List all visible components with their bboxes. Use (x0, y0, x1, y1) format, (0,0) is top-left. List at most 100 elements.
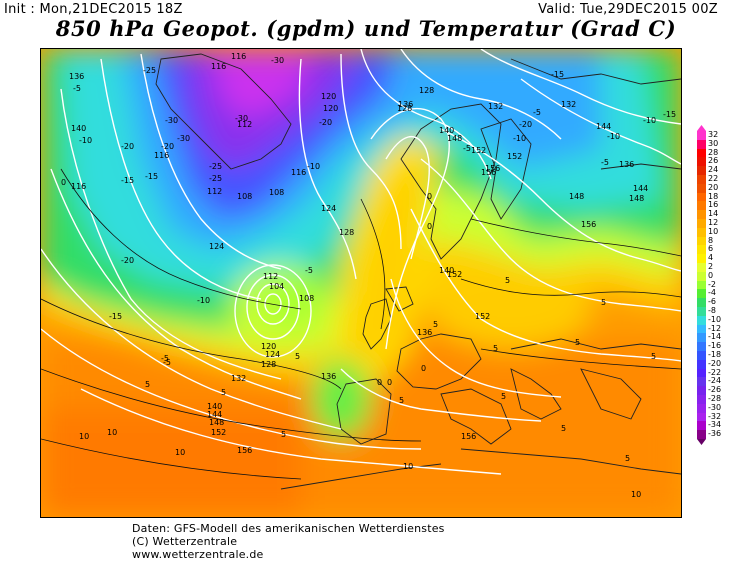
temperature-label: -15 (663, 110, 676, 119)
temperature-label: -10 (513, 134, 526, 143)
scale-color-step (697, 289, 706, 299)
temperature-label: 5 (505, 276, 510, 285)
temperature-label: 10 (107, 428, 117, 437)
temperature-label: -20 (319, 118, 332, 127)
scale-label: 20 (708, 182, 719, 192)
temperature-label: 5 (221, 388, 226, 397)
scale-label: 12 (708, 218, 719, 227)
scale-color-step (697, 307, 706, 316)
scale-color-step (697, 236, 706, 246)
geopotential-label-group: 136 116 120 112 128 108 116 112 108 104 … (69, 52, 648, 455)
scale-label: -26 (708, 385, 722, 395)
geopotential-label: 108 (299, 294, 314, 303)
geopotential-label: 116 (211, 62, 226, 71)
geopotential-label: 140 (71, 124, 86, 133)
geopotential-label: 136 (69, 72, 84, 81)
scale-color-step (697, 175, 706, 184)
scale-label: -24 (708, 376, 722, 386)
temperature-label: -20 (121, 142, 134, 151)
scale-color-step (697, 227, 706, 237)
geopotential-label: 148 (569, 192, 584, 201)
geopotential-label: 152 (475, 312, 490, 321)
temperature-label: -15 (145, 172, 158, 181)
scale-color-step (697, 157, 706, 167)
geopotential-label: 140 (439, 266, 454, 275)
scale-label: -18 (708, 350, 722, 359)
temperature-label: -20 (121, 256, 134, 265)
temperature-label: 5 (399, 396, 404, 405)
temperature-label: 0 (421, 364, 426, 373)
scale-color-step (697, 324, 706, 334)
scale-color-step (697, 166, 706, 175)
geopotential-label: 152 (447, 270, 462, 279)
temperature-label: 5 (433, 320, 438, 329)
geopotential-label: 136 (398, 100, 413, 109)
geopotential-label: 112 (263, 272, 278, 281)
geopotential-label: 128 (397, 104, 412, 113)
geopotential-label: 156 (581, 220, 596, 229)
geopotential-label: 140 (207, 402, 222, 411)
scale-color-step (697, 131, 706, 140)
scale-color-step (697, 201, 706, 211)
geopotential-label: 144 (596, 122, 611, 131)
scale-color-step (697, 403, 706, 413)
chart-title: 850 hPa Geopot. (gpdm) und Temperatur (G… (55, 16, 677, 41)
temperature-label: -15 (121, 176, 134, 185)
geopotential-label: 120 (321, 92, 336, 101)
geopotential-label: 128 (339, 228, 354, 237)
temperature-label: -5 (163, 358, 171, 367)
geopotential-label: 120 (261, 342, 276, 351)
temperature-label: 5 (561, 424, 566, 433)
geopotential-label: 104 (269, 282, 284, 291)
temperature-color-scale: 32 30 28 26 24 22 20 18 16 14 12 10 8 6 4 2 0 -2 -4 -6 -8 -10… (697, 125, 731, 445)
geopotential-isolines (41, 49, 681, 475)
scale-label: -34 (708, 420, 722, 430)
temperature-label: -10 (79, 136, 92, 145)
geopotential-label: 132 (488, 102, 503, 111)
geopotential-label: 112 (207, 187, 222, 196)
scale-label: 4 (708, 253, 714, 263)
coastlines (155, 53, 681, 490)
scale-label: -6 (708, 297, 716, 307)
geopotential-label: 140 (439, 126, 454, 135)
temperature-label: -25 (209, 162, 222, 171)
geopotential-label: 144 (207, 410, 222, 419)
scale-label: -2 (708, 279, 716, 289)
scale-label: 16 (708, 200, 719, 210)
temperature-label: 5 (281, 430, 286, 439)
temperature-label: -5 (73, 84, 81, 93)
temperature-label: -30 (177, 134, 190, 143)
temperature-label: 10 (631, 490, 641, 499)
geopotential-label: 128 (261, 360, 276, 369)
scale-color-step (697, 245, 706, 255)
geopotential-label: 112 (237, 120, 252, 129)
geopotential-label: 116 (71, 182, 86, 191)
geopotential-label: 136 (619, 160, 634, 169)
scale-label: -12 (708, 323, 722, 333)
temperature-label: 0 (427, 222, 432, 231)
scale-label: -10 (708, 314, 722, 324)
temperature-label: -5 (161, 354, 169, 363)
scale-label: 2 (708, 262, 714, 271)
temperature-label: -10 (197, 296, 210, 305)
scale-label: 28 (708, 147, 719, 157)
geopotential-label: 152 (507, 152, 522, 161)
scale-label: -20 (708, 358, 722, 368)
geopotential-label: 152 (471, 146, 486, 155)
geopotential-label: 108 (237, 192, 252, 201)
temperature-label: 5 (501, 392, 506, 401)
temperature-label: 5 (651, 352, 656, 361)
scale-color-step (697, 271, 706, 281)
geopotential-label: 116 (291, 168, 306, 177)
geopotential-label: 152 (211, 428, 226, 437)
scale-label: -36 (708, 429, 722, 439)
scale-color-step (697, 148, 706, 158)
temperature-label: -20 (519, 120, 532, 129)
scale-label: -8 (708, 306, 716, 315)
scale-label: -32 (708, 411, 722, 421)
temperature-label: -30 (165, 116, 178, 125)
scale-color-step (697, 412, 706, 422)
temperature-label: -15 (551, 70, 564, 79)
scale-color-step (697, 359, 706, 369)
geopotential-label: 128 (419, 86, 434, 95)
